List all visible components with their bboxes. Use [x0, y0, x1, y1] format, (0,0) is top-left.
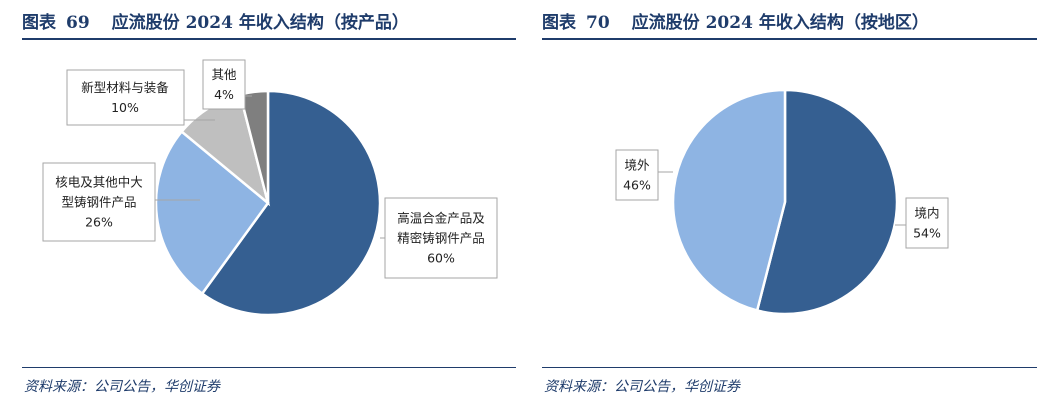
slice-category-label: 境内 — [914, 206, 939, 221]
region-pie-chart: 境内 54% 境外 46% — [615, 88, 949, 316]
slice-value-label: 60% — [427, 251, 455, 266]
slice-value-label: 46% — [623, 178, 651, 193]
figure-70-panel: 图表 70 应流股份 2024 年收入结构（按地区） 境内 54% 境外 46% 资料来源… — [540, 0, 1057, 411]
figure-number: 70 — [586, 13, 610, 33]
title-divider — [22, 38, 516, 40]
data-label: 境内 54% — [895, 197, 949, 249]
slice-category-label: 型铸钢件产品 — [61, 195, 136, 210]
slice-value-label: 54% — [913, 226, 941, 241]
label-box — [384, 197, 498, 279]
source-note: 资料来源：公司公告，华创证券 — [24, 379, 220, 395]
figure-number: 69 — [66, 13, 90, 33]
slice-category-label: 新型材料与装备 — [81, 80, 169, 95]
data-label: 其他 4% — [202, 59, 252, 110]
slice-category-label: 精密铸钢件产品 — [397, 231, 485, 246]
slice-value-label: 4% — [214, 87, 234, 102]
slice-category-label: 其他 — [211, 67, 237, 82]
source-divider — [22, 367, 516, 368]
label-box — [42, 162, 156, 242]
slice-category-label: 高温合金产品及 — [397, 211, 485, 226]
slice-value-label: 10% — [111, 100, 139, 115]
label-box — [66, 69, 185, 126]
figure-title-text: 应流股份 2024 年收入结构（按地区） — [631, 13, 929, 33]
slice-category-label: 核电及其他中大 — [55, 175, 143, 190]
source-divider — [542, 367, 1037, 368]
source-note: 资料来源：公司公告，华创证券 — [544, 379, 740, 395]
pie-slice — [154, 129, 270, 296]
pie-slice — [671, 88, 787, 313]
pie-slice — [200, 89, 382, 317]
slice-value-label: 26% — [85, 215, 113, 230]
data-label: 新型材料与装备 10% — [66, 69, 215, 126]
pie-slice — [755, 88, 899, 316]
label-box — [615, 149, 659, 201]
figure-label: 图表 — [22, 13, 56, 33]
figure-title-text: 应流股份 2024 年收入结构（按产品） — [111, 13, 409, 33]
figure-title: 图表 70 应流股份 2024 年收入结构（按地区） — [542, 8, 929, 33]
data-label: 境外 46% — [615, 149, 673, 201]
figure-label: 图表 — [542, 13, 576, 33]
slice-category-label: 境外 — [624, 158, 650, 173]
figure-title: 图表 69 应流股份 2024 年收入结构（按产品） — [22, 8, 409, 33]
figure-69-panel: 图表 69 应流股份 2024 年收入结构（按产品） 高温合金产品及 精密铸钢件产品 6… — [0, 0, 520, 411]
label-box — [202, 59, 246, 110]
title-divider — [542, 38, 1037, 40]
label-box — [905, 197, 949, 249]
